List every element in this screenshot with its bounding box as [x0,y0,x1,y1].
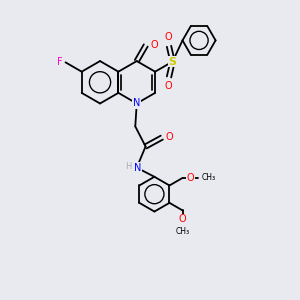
Text: O: O [187,173,194,183]
Text: H: H [125,162,131,171]
Text: O: O [179,214,187,224]
Text: CH₃: CH₃ [202,173,216,182]
Text: O: O [164,32,172,43]
Text: N: N [134,163,141,173]
Text: O: O [166,132,173,142]
Text: O: O [164,81,172,91]
Text: O: O [150,40,158,50]
Text: S: S [169,57,177,67]
Text: CH₃: CH₃ [176,227,190,236]
Text: F: F [57,57,63,67]
Text: N: N [133,98,140,109]
